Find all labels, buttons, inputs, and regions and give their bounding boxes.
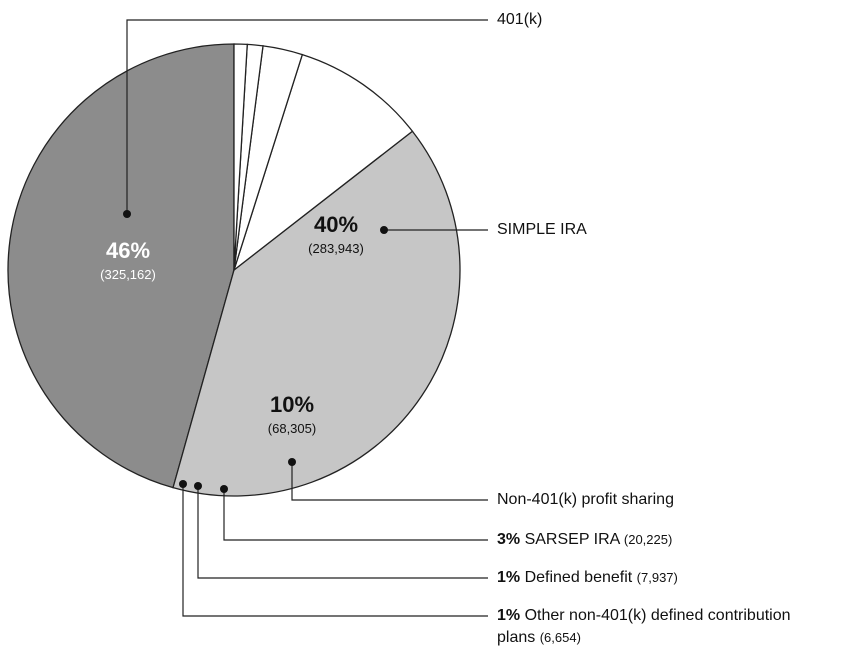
slice-label: Non-401(k) profit sharing <box>497 489 827 511</box>
pie-slice <box>172 130 461 497</box>
percent-label: 10% <box>270 392 314 417</box>
leader-line <box>182 484 488 617</box>
category-name: SIMPLE IRA <box>497 221 587 238</box>
category-name: Other non-401(k) defined contribution pl… <box>497 607 791 646</box>
slice-label: 1% Defined benefit (7,937) <box>497 567 827 589</box>
leader-line <box>223 489 488 541</box>
percent-label: 46% <box>106 238 150 263</box>
leader-dot <box>194 482 202 490</box>
slice-label: 401(k) <box>497 9 827 31</box>
leader-dot <box>288 458 296 466</box>
leader-dot <box>380 226 388 234</box>
slice-label: SIMPLE IRA <box>497 219 827 241</box>
count-label: (283,943) <box>308 241 364 256</box>
slice-label: 1% Other non-401(k) defined contribution… <box>497 605 827 649</box>
count-label: (7,937) <box>636 570 678 585</box>
category-name: Defined benefit <box>524 569 633 586</box>
category-name: 401(k) <box>497 11 543 28</box>
percent-label: 1% <box>497 569 521 586</box>
leader-line <box>197 486 488 579</box>
leader-dot <box>179 480 187 488</box>
percent-label: 3% <box>497 531 521 548</box>
pie-slice <box>7 43 235 489</box>
count-label: (325,162) <box>100 267 156 282</box>
leader-line <box>126 19 488 214</box>
leader-line <box>291 462 488 501</box>
category-name: SARSEP IRA <box>524 531 620 548</box>
category-name: Non-401(k) profit sharing <box>497 491 674 508</box>
percent-label: 1% <box>497 607 521 624</box>
pie-slice <box>233 43 248 271</box>
percent-label: 40% <box>314 212 358 237</box>
count-label: (6,654) <box>539 630 581 645</box>
slice-label: 3% SARSEP IRA (20,225) <box>497 529 827 551</box>
count-label: (68,305) <box>268 421 316 436</box>
pie-slice <box>232 53 414 272</box>
count-label: (20,225) <box>623 532 673 547</box>
leader-dot <box>123 210 131 218</box>
leader-dot <box>220 485 228 493</box>
